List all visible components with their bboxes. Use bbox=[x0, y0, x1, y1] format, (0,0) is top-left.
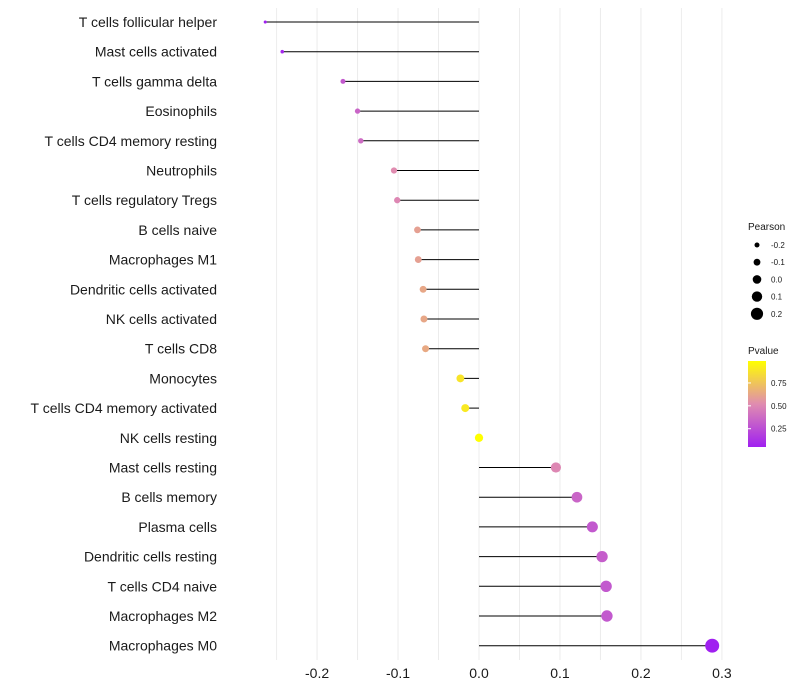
category-label: Macrophages M1 bbox=[109, 252, 217, 268]
category-label: T cells CD4 memory activated bbox=[31, 400, 217, 416]
data-point bbox=[420, 315, 428, 323]
x-axis-tick-labels: -0.2 -0.1 0.0 0.1 0.2 0.3 bbox=[305, 665, 732, 681]
data-point bbox=[280, 49, 285, 54]
color-legend-label: 0.50 bbox=[771, 402, 787, 411]
x-tick-label: -0.2 bbox=[305, 665, 329, 681]
category-label: Mast cells resting bbox=[109, 460, 217, 476]
category-label: Monocytes bbox=[149, 370, 217, 386]
size-legend-label: -0.2 bbox=[771, 241, 785, 250]
legend: Pearson Pvalue -0.2 -0.1 0.0 0.1 0.2 0.25 0.50… bbox=[748, 222, 787, 447]
category-label: B cells memory bbox=[121, 489, 217, 505]
data-point bbox=[419, 285, 427, 293]
category-label: Mast cells activated bbox=[95, 44, 217, 60]
data-point bbox=[456, 374, 465, 383]
x-tick-label: 0.3 bbox=[712, 665, 732, 681]
color-legend-label: 0.25 bbox=[771, 425, 787, 434]
category-label: Plasma cells bbox=[138, 519, 217, 535]
category-label: T cells follicular helper bbox=[79, 14, 218, 30]
color-legend-label: 0.75 bbox=[771, 379, 787, 388]
size-legend-key bbox=[751, 291, 763, 302]
category-labels: T cells follicular helper Mast cells acti… bbox=[31, 14, 218, 654]
data-point bbox=[586, 521, 598, 533]
category-label: B cells naive bbox=[138, 222, 217, 238]
data-point bbox=[358, 138, 364, 144]
data-point bbox=[550, 462, 562, 473]
category-label: NK cells resting bbox=[120, 430, 217, 446]
category-label: T cells CD4 naive bbox=[108, 578, 218, 594]
size-legend-title: Pearson bbox=[748, 222, 785, 233]
data-point bbox=[600, 580, 612, 592]
category-label: T cells regulatory Tregs bbox=[72, 192, 217, 208]
category-label: Macrophages M0 bbox=[109, 638, 217, 654]
size-legend-key bbox=[750, 307, 764, 320]
data-point bbox=[354, 108, 361, 114]
data-point bbox=[601, 610, 613, 622]
x-tick-label: 0.1 bbox=[550, 665, 570, 681]
lollipop-stems bbox=[265, 21, 713, 647]
color-legend-title: Pvalue bbox=[748, 346, 779, 357]
size-legend-label: 0.1 bbox=[771, 293, 783, 302]
grid-lines bbox=[276, 8, 723, 660]
x-tick-label: 0.2 bbox=[631, 665, 651, 681]
size-legend-key bbox=[753, 258, 761, 266]
category-label: Eosinophils bbox=[145, 103, 217, 119]
data-point bbox=[414, 256, 422, 264]
lollipop-points bbox=[263, 20, 720, 653]
data-point bbox=[705, 638, 720, 653]
category-label: Dendritic cells resting bbox=[84, 549, 217, 565]
category-label: T cells CD8 bbox=[145, 341, 217, 357]
category-label: NK cells activated bbox=[106, 311, 217, 327]
color-legend-bar bbox=[748, 361, 766, 447]
data-point bbox=[394, 197, 401, 204]
data-point bbox=[263, 20, 267, 24]
x-tick-label: 0.0 bbox=[469, 665, 489, 681]
category-label: Macrophages M2 bbox=[109, 608, 217, 624]
size-legend-label: 0.0 bbox=[771, 275, 783, 284]
size-legend-key bbox=[754, 242, 760, 248]
category-label: T cells CD4 memory resting bbox=[45, 133, 217, 149]
category-label: Dendritic cells activated bbox=[70, 281, 217, 297]
category-label: T cells gamma delta bbox=[92, 73, 217, 89]
data-point bbox=[414, 226, 421, 234]
x-tick-label: -0.1 bbox=[386, 665, 410, 681]
data-point bbox=[390, 167, 398, 174]
category-label: Neutrophils bbox=[146, 163, 217, 179]
size-legend-key bbox=[752, 275, 762, 284]
data-point bbox=[422, 345, 430, 353]
data-point bbox=[340, 78, 346, 84]
data-point bbox=[474, 433, 484, 442]
data-point bbox=[571, 491, 583, 503]
size-legend-label: 0.2 bbox=[771, 310, 783, 319]
size-legend-label: -0.1 bbox=[771, 258, 785, 267]
data-point bbox=[461, 404, 470, 413]
data-point bbox=[596, 550, 608, 563]
